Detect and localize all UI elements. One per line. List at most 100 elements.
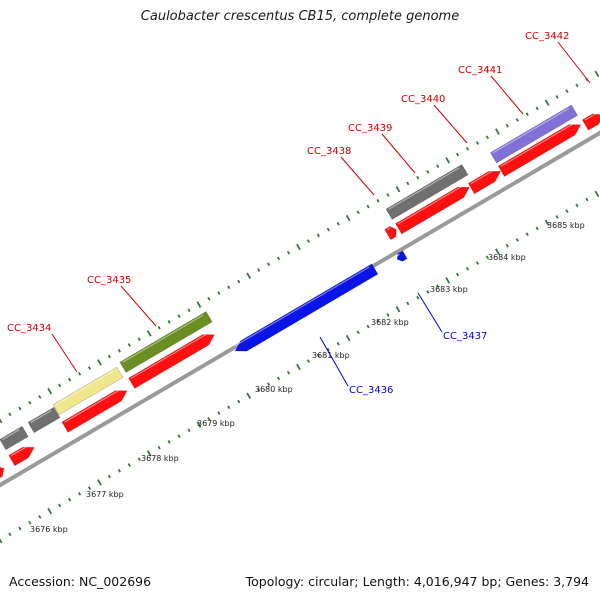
cds-forward-bar (467, 169, 502, 195)
lower-tick-mark (68, 497, 72, 502)
gene-label-cc_3441[interactable]: CC_3441 (458, 65, 502, 76)
upper-tick-mark (58, 383, 62, 388)
upper-tick-mark (177, 314, 181, 318)
lower-tick-mark (196, 421, 202, 428)
lower-tick-mark (217, 411, 221, 415)
gene-label-cc_3442[interactable]: CC_3442 (525, 31, 569, 42)
upper-tick-mark (336, 221, 340, 226)
upper-tick-mark (217, 291, 221, 295)
scale-label: 3683 kbp (430, 285, 468, 294)
lower-tick-mark (535, 226, 539, 231)
label-leader-lines (51, 41, 591, 387)
cog-bar-gray (27, 406, 61, 434)
cds-forward-bar (0, 465, 5, 482)
leader-line (557, 41, 591, 84)
upper-tick-mark (167, 320, 171, 324)
lower-tick-mark (326, 347, 330, 352)
upper-tick-mark (515, 118, 519, 122)
upper-tick-mark (146, 330, 152, 337)
lower-tick-mark (386, 313, 390, 317)
leader-line (120, 285, 157, 327)
lower-tick-mark (456, 272, 460, 277)
lower-tick-mark (257, 388, 261, 392)
scale-label: 3685 kbp (547, 221, 585, 230)
lower-tick-mark (345, 334, 351, 342)
upper-tick-mark (68, 377, 72, 382)
upper-tick-mark (127, 343, 131, 347)
lower-tick-row (0, 190, 600, 544)
cds-forward-bar (497, 122, 582, 177)
gene-label-cc_3440[interactable]: CC_3440 (401, 94, 445, 105)
lower-tick-mark (78, 492, 82, 496)
upper-tick-mark (137, 337, 141, 342)
cog-bar-olive (119, 311, 213, 373)
lower-tick-mark (406, 301, 410, 306)
lower-tick-mark (336, 341, 340, 346)
lower-tick-mark (87, 486, 92, 490)
leader-line (417, 292, 443, 333)
lower-tick-mark (555, 215, 559, 219)
upper-tick-mark (565, 89, 569, 93)
lower-tick-mark (227, 405, 231, 410)
scale-label: 3678 kbp (141, 454, 179, 463)
lower-tick-mark (47, 507, 53, 515)
upper-tick-mark (227, 285, 231, 290)
upper-tick-mark (445, 157, 451, 164)
upper-tick-mark (107, 354, 112, 359)
cds-forward-bar (128, 332, 215, 389)
upper-tick-mark (187, 308, 191, 313)
upper-tick-mark (316, 233, 320, 238)
leader-line (319, 336, 349, 387)
lower-tick-mark (306, 359, 310, 363)
cds-forward-bar (384, 225, 397, 241)
lower-tick-mark (296, 363, 301, 371)
cog-bar-purple (490, 104, 578, 164)
upper-tick-mark (376, 198, 380, 203)
upper-tick-mark (326, 227, 330, 232)
upper-tick-mark (207, 296, 211, 301)
upper-tick-mark (237, 279, 241, 284)
upper-tick-mark (416, 175, 420, 180)
lower-tick-mark (585, 197, 589, 202)
lower-tick-mark (395, 305, 401, 313)
gene-label-cc_3438[interactable]: CC_3438 (307, 146, 351, 157)
scale-label: 3682 kbp (371, 318, 409, 327)
lower-tick-mark (565, 209, 569, 213)
upper-tick-mark (47, 387, 53, 395)
upper-tick-mark (286, 250, 291, 255)
upper-tick-mark (0, 418, 3, 424)
lower-tick-mark (495, 248, 500, 255)
cog-bar-gray (0, 425, 29, 451)
upper-tick-mark (28, 400, 32, 405)
upper-tick-mark (8, 412, 12, 417)
upper-tick-mark (495, 128, 500, 135)
cog-bar-gray (385, 164, 469, 220)
lower-tick-mark (416, 295, 420, 300)
lower-tick-mark (58, 503, 62, 508)
lower-tick-mark (137, 457, 141, 462)
lower-tick-mark (207, 416, 211, 421)
upper-tick-mark (276, 256, 281, 261)
gene-label-cc_3439[interactable]: CC_3439 (348, 123, 392, 134)
gene-label-cc_3435[interactable]: CC_3435 (87, 275, 131, 286)
lower-tick-mark (316, 353, 320, 358)
upper-tick-mark (395, 185, 401, 193)
cds-reverse-bar (396, 250, 408, 262)
gene-label-cc_3436[interactable]: CC_3436 (349, 385, 393, 396)
upper-tick-mark (38, 395, 42, 399)
upper-tick-mark (575, 83, 579, 88)
upper-tick-mark (356, 210, 360, 215)
lower-tick-mark (376, 318, 380, 323)
upper-tick-mark (475, 141, 480, 145)
upper-tick-mark (426, 170, 430, 174)
lower-tick-mark (276, 376, 281, 381)
lower-tick-mark (267, 382, 271, 387)
upper-tick-mark (544, 99, 550, 106)
lower-tick-mark (426, 290, 430, 294)
scale-label: 3679 kbp (197, 419, 235, 428)
lower-tick-mark (544, 219, 550, 226)
gene-label-cc_3434[interactable]: CC_3434 (7, 323, 51, 334)
gene-label-cc_3437[interactable]: CC_3437 (443, 331, 487, 342)
cog-bar-yellow (52, 366, 124, 416)
